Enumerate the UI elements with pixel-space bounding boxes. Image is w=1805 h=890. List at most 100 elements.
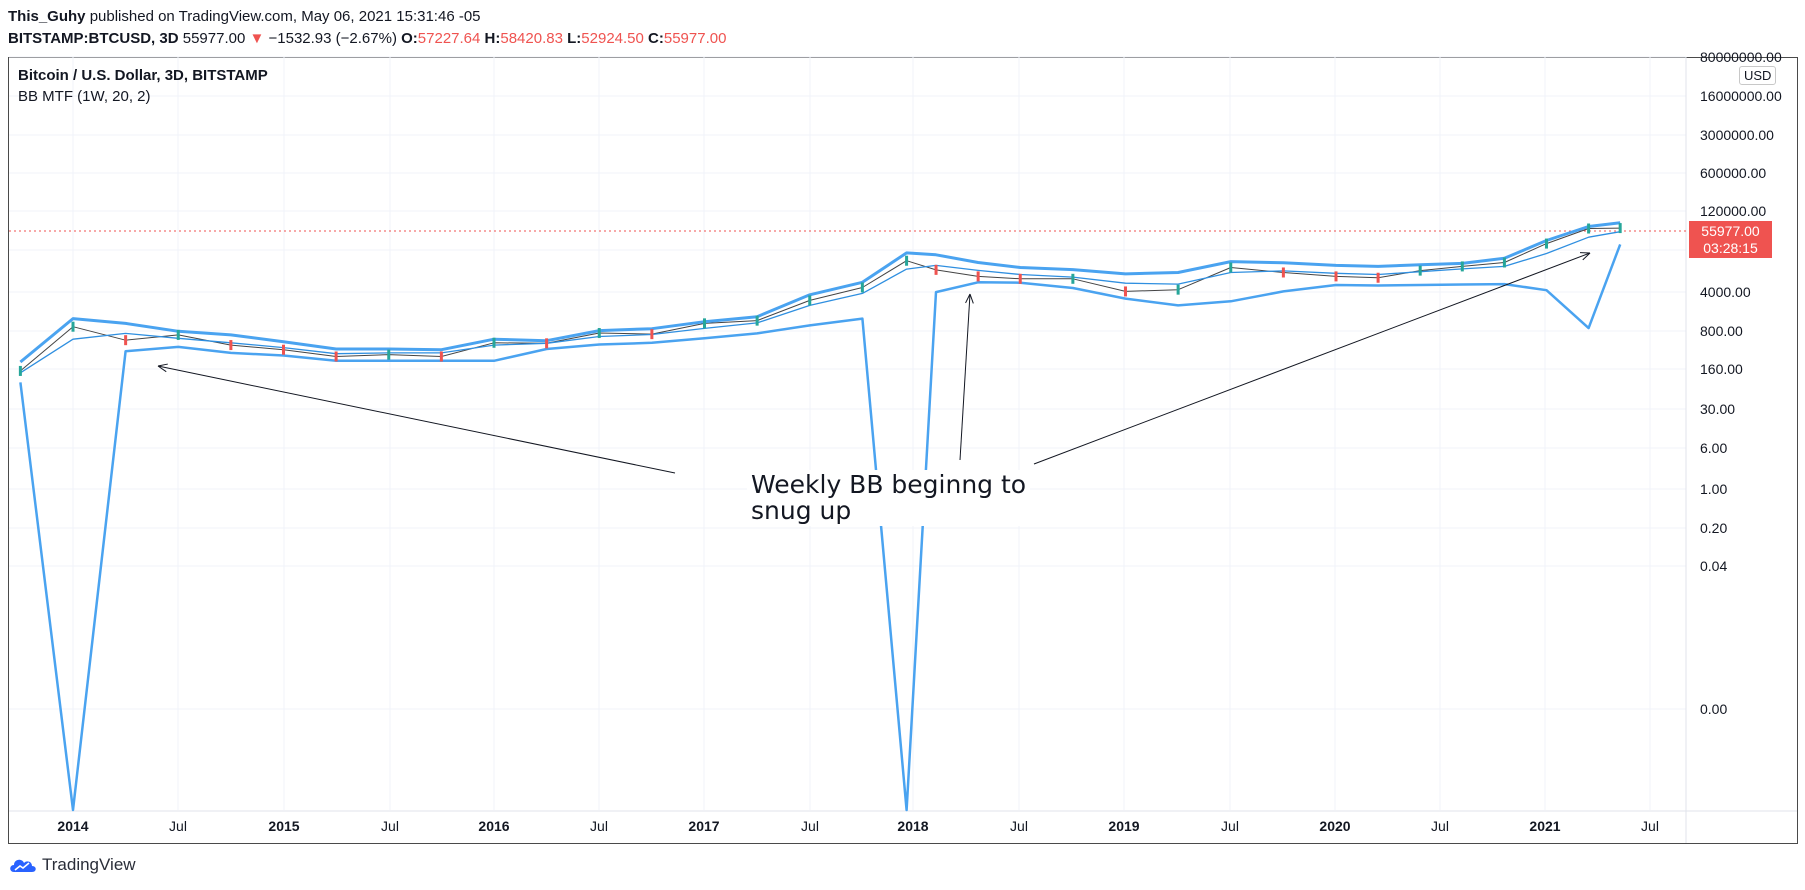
publish-info: This_Guhy published on TradingView.com, …: [8, 8, 481, 25]
annotation-line-2: snug up: [751, 496, 852, 525]
annotation-text[interactable]: Weekly BB beginng to snug up: [747, 470, 1031, 526]
series-line-lower-band: [19, 243, 1622, 812]
y-tick-label: 0.20: [1700, 520, 1727, 536]
x-tick-label: 2015: [268, 818, 299, 834]
close-label: C:: [648, 30, 664, 47]
x-tick-label: Jul: [1431, 818, 1449, 834]
x-tick-label: 2014: [57, 818, 88, 834]
low-value: 52924.50: [581, 30, 644, 47]
price-tag-value: 55977.00: [1701, 223, 1760, 239]
series-line-upper-band: [19, 221, 1621, 364]
close-value: 55977.00: [663, 30, 727, 47]
candle: [334, 351, 338, 362]
arrowhead: [1579, 252, 1591, 261]
candle: [905, 255, 909, 266]
ohlc-row: BITSTAMP:BTCUSD, 3D 55977.00 ▼ −1532.93 …: [8, 30, 726, 47]
down-arrow-icon: ▼: [249, 30, 265, 47]
y-tick-label: 120000.00: [1700, 203, 1766, 219]
y-tick-label: 1.00: [1700, 481, 1727, 497]
candle: [1460, 261, 1464, 272]
series-line-basis: [20, 231, 1621, 374]
candle: [229, 340, 233, 351]
currency-label[interactable]: USD: [1739, 66, 1777, 85]
series-line-price: [20, 227, 1621, 372]
candle: [282, 344, 285, 355]
candle: [176, 329, 180, 340]
annotation-arrow: [157, 365, 676, 474]
x-tick-label: Jul: [590, 818, 608, 834]
candle: [934, 264, 938, 275]
x-tick-label: 2019: [1108, 818, 1139, 834]
x-tick-label: 2016: [478, 818, 509, 834]
tradingview-cloud-icon: [10, 859, 36, 872]
x-tick-label: Jul: [1221, 818, 1239, 834]
candle: [1281, 267, 1285, 278]
last-price: 55977.00: [182, 30, 246, 47]
candle: [492, 337, 496, 348]
author-name[interactable]: This_Guhy: [8, 8, 86, 25]
candle: [1618, 223, 1622, 234]
candle: [1334, 271, 1338, 282]
footer-brand: TradingView: [42, 855, 136, 874]
x-tick-label: 2018: [897, 818, 928, 834]
candle: [597, 328, 601, 339]
tradingview-logo[interactable]: TradingView: [8, 855, 136, 875]
candle: [1018, 273, 1022, 284]
candle: [1545, 238, 1548, 249]
x-tick-label: Jul: [1010, 818, 1028, 834]
candle: [545, 338, 549, 349]
chart-legend-title: Bitcoin / U.S. Dollar, 3D, BITSTAMP: [18, 67, 268, 84]
x-tick-label: Jul: [1641, 818, 1659, 834]
arrowhead: [965, 293, 974, 304]
candle: [439, 351, 443, 362]
low-label: L:: [567, 30, 582, 47]
x-tick-label: Jul: [381, 818, 399, 834]
candle: [860, 282, 864, 293]
candle: [976, 271, 980, 282]
candle: [1071, 273, 1075, 284]
y-tick-label: 80000000.00: [1700, 49, 1782, 65]
published-text: published on TradingView.com, May 06, 20…: [89, 8, 481, 25]
candle: [703, 318, 706, 329]
x-tick-label: 2017: [688, 818, 719, 834]
last-price-tag: 55977.00 03:28:15: [1689, 221, 1772, 258]
candle: [1502, 257, 1506, 268]
candle: [387, 349, 391, 360]
candle: [1229, 262, 1233, 273]
open-value: 57227.64: [417, 30, 481, 47]
y-tick-label: 0.04: [1700, 558, 1727, 574]
y-tick-label: 4000.00: [1700, 284, 1751, 300]
x-tick-label: Jul: [801, 818, 819, 834]
candle: [650, 329, 654, 340]
symbol-label: BITSTAMP:BTCUSD, 3D: [8, 30, 179, 47]
candle: [1587, 223, 1591, 234]
price-tag-countdown: 03:28:15: [1703, 240, 1758, 256]
high-value: 58420.83: [500, 30, 563, 47]
y-tick-label: 800.00: [1700, 323, 1743, 339]
high-label: H:: [484, 30, 501, 47]
candle: [755, 315, 759, 326]
candle: [1376, 272, 1380, 283]
annotation-line-1: Weekly BB beginng to: [751, 470, 1027, 499]
y-tick-label: 600000.00: [1700, 165, 1766, 181]
y-tick-label: 30.00: [1700, 401, 1735, 417]
candle: [1176, 284, 1180, 295]
y-tick-label: 16000000.00: [1700, 88, 1782, 104]
y-tick-label: 3000000.00: [1700, 127, 1774, 143]
candle: [71, 321, 75, 332]
open-label: O:: [401, 30, 418, 47]
annotation-arrow: [1033, 252, 1591, 465]
y-tick-label: 6.00: [1700, 440, 1727, 456]
x-tick-label: 2020: [1319, 818, 1350, 834]
candle: [1124, 286, 1127, 297]
change-value: −1532.93 (−2.67%): [268, 30, 397, 47]
candle: [1418, 265, 1422, 276]
y-tick-label: 0.00: [1700, 701, 1727, 717]
candle: [18, 365, 22, 376]
annotation-arrow: [959, 293, 971, 461]
candle: [124, 335, 128, 346]
indicator-legend[interactable]: BB MTF (1W, 20, 2): [18, 88, 151, 105]
candle: [808, 295, 812, 306]
arrowhead: [157, 363, 168, 373]
